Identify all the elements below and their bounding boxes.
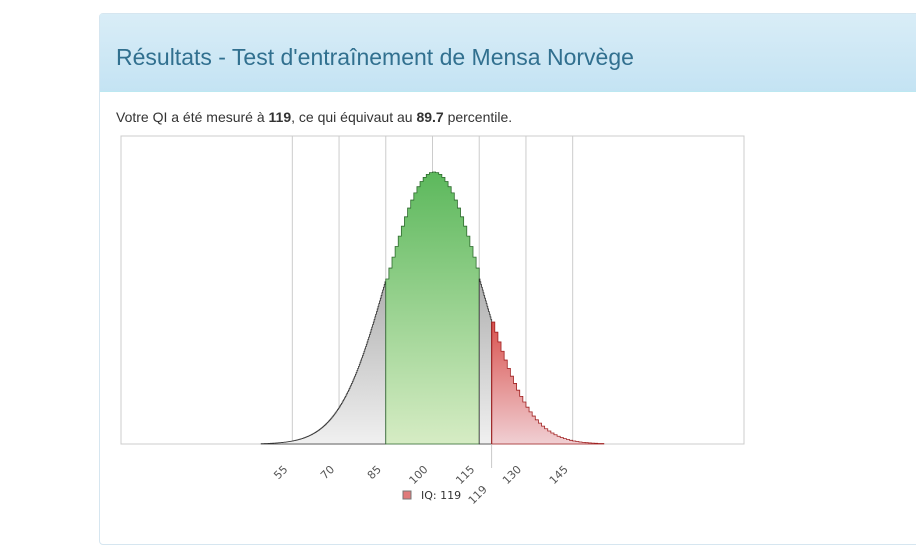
x-tick-label: 115 — [453, 463, 477, 487]
distribution-region — [478, 278, 493, 445]
x-tick-label: 100 — [407, 463, 431, 487]
panel-header — [100, 14, 916, 92]
result-prefix: Votre QI a été mesuré à — [116, 109, 269, 125]
distribution-region — [260, 281, 387, 445]
distribution-region — [385, 171, 480, 445]
percentile-value: 89.7 — [416, 109, 444, 125]
result-middle: , ce qui équivaut au — [291, 109, 417, 125]
page-title: Résultats - Test d'entraînement de Mensa… — [116, 44, 634, 70]
iq-value: 119 — [268, 109, 292, 125]
x-tick-label: 119 — [466, 483, 490, 507]
legend-swatch[interactable] — [402, 490, 412, 500]
x-tick-label: 130 — [500, 463, 524, 487]
x-tick-label: 145 — [547, 463, 571, 487]
distribution-region — [491, 321, 605, 445]
legend-label[interactable]: IQ: 119 — [421, 489, 461, 502]
x-tick-label: 55 — [271, 463, 290, 482]
x-tick-label: 85 — [365, 463, 384, 482]
result-suffix: percentile. — [443, 109, 513, 125]
x-tick-label: 70 — [318, 463, 337, 482]
result-text: Votre QI a été mesuré à 119, ce qui équi… — [116, 109, 512, 125]
